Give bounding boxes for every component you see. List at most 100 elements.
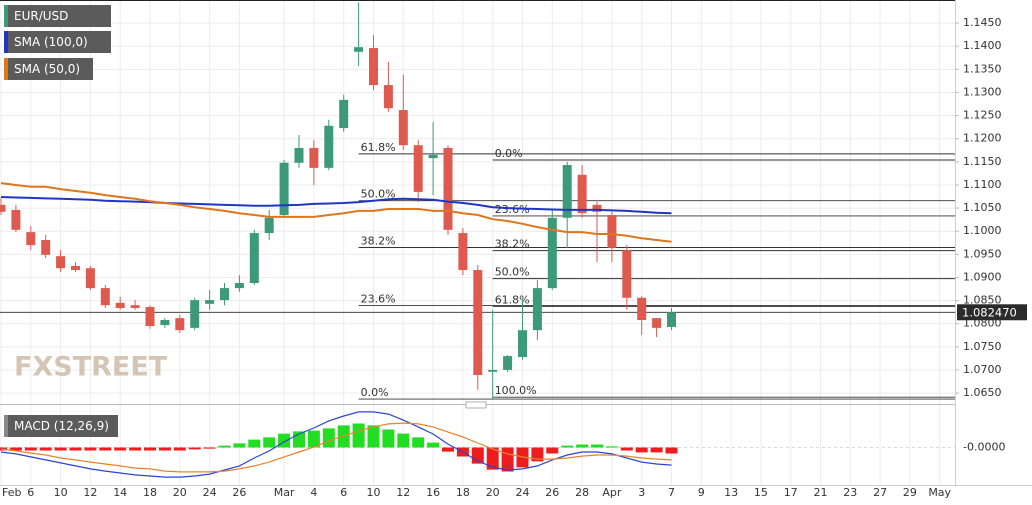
candle-body [503,356,513,370]
candle-body [667,312,676,327]
candle-body [190,300,200,328]
x-tick-label: 23 [843,486,857,499]
candle-body [652,318,662,328]
x-tick-label: 14 [113,486,127,499]
y-tick-label: 1.0750 [963,340,1002,353]
candle-body [428,154,438,159]
macd-line [0,411,672,478]
macd-bar [248,439,261,448]
x-tick-label: 17 [784,486,798,499]
fib-label: 61.8% [361,141,396,154]
x-tick-label: 20 [486,486,500,499]
legend-box [4,58,93,80]
x-tick-label: 4 [310,486,317,499]
watermark: FXSTREET [14,352,168,383]
x-tick-label: 20 [173,486,187,499]
candle-body [145,307,155,327]
candle-body [175,318,185,331]
x-tick-label: May [928,486,951,499]
legend-box [4,415,118,437]
panel-handle [465,401,487,409]
x-tick-label: 12 [83,486,97,499]
candle-body [547,217,557,289]
candle-body [234,283,244,289]
x-tick-label: 13 [724,486,738,499]
candle-body [41,240,51,255]
candle-body [205,300,215,304]
legend-label: SMA (100,0) [14,35,88,49]
candle-body [577,174,587,214]
x-tick-label: 26 [232,486,246,499]
candle-body [160,320,170,326]
candle-body [592,204,602,212]
x-tick-label: 6 [340,486,347,499]
candle-body [71,265,80,271]
macd-bar [218,445,231,448]
macd-bar [546,447,559,454]
x-tick-label: 24 [203,486,217,499]
macd-bar [233,443,246,448]
x-tick-label: 27 [873,486,887,499]
candle-body [100,288,110,306]
y-tick-label: 1.0950 [963,247,1002,260]
candle-body [11,209,21,230]
fib-label: 100.0% [495,384,537,397]
x-tick-label: 21 [814,486,828,499]
fib-label: 38.2% [495,238,530,251]
macd-bar [576,444,589,448]
y-tick-label: 1.1350 [963,62,1002,75]
y-tick-label: 1.1150 [963,155,1002,168]
macd-bar [501,447,514,472]
candle-body [26,232,36,246]
candle-body [324,125,334,168]
macd-bar [605,446,618,448]
y-tick-label: 1.1450 [963,16,1002,29]
last-price-label: 1.082470 [962,305,1017,319]
y-tick-label: 1.0700 [963,363,1002,376]
x-tick-label: Mar [274,486,295,499]
x-tick-label: 9 [698,486,705,499]
macd-bar [442,447,454,452]
candle-body [220,288,229,301]
x-tick-label: 29 [903,486,917,499]
candle-body [279,162,289,216]
macd-bar [635,447,648,453]
y-tick-label: -0.0000 [963,441,1005,454]
y-tick-label: 1.0850 [963,294,1002,307]
x-tick-label: 7 [668,486,675,499]
x-tick-label: 18 [143,486,157,499]
macd-bar [307,430,320,448]
x-tick-label: 10 [54,486,68,499]
x-tick-label: 12 [396,486,410,499]
macd-bar [173,447,186,451]
macd-bar [203,447,216,449]
macd-bar [99,447,112,451]
y-tick-label: 1.1300 [963,85,1002,98]
macd-bar [367,425,380,448]
macd-bar [114,447,127,451]
legend-swatch [4,31,8,53]
candle-body [398,110,408,146]
candle-body [562,165,572,218]
macd-bar [352,423,365,448]
x-tick-label: Feb [2,486,21,499]
legend-swatch [4,5,8,27]
macd-bar [412,437,425,448]
y-tick-label: 1.1250 [963,109,1002,122]
fib-label: 23.6% [495,203,530,216]
candle-body [622,250,632,298]
y-tick-label: 1.1200 [963,132,1002,145]
candle-body [354,47,364,52]
candle-body [339,99,349,129]
macd-bar [129,447,142,451]
y-tick-label: 1.1400 [963,39,1002,52]
macd-bar [620,447,633,451]
legend-label: EUR/USD [14,9,68,23]
x-tick-label: 15 [754,486,768,499]
fib-label: 0.0% [495,147,523,160]
y-tick-label: 1.1050 [963,201,1002,214]
candle-body [637,297,647,320]
macd-bar [650,447,663,453]
y-tick-label: 1.0650 [963,386,1002,399]
x-tick-label: 28 [575,486,589,499]
